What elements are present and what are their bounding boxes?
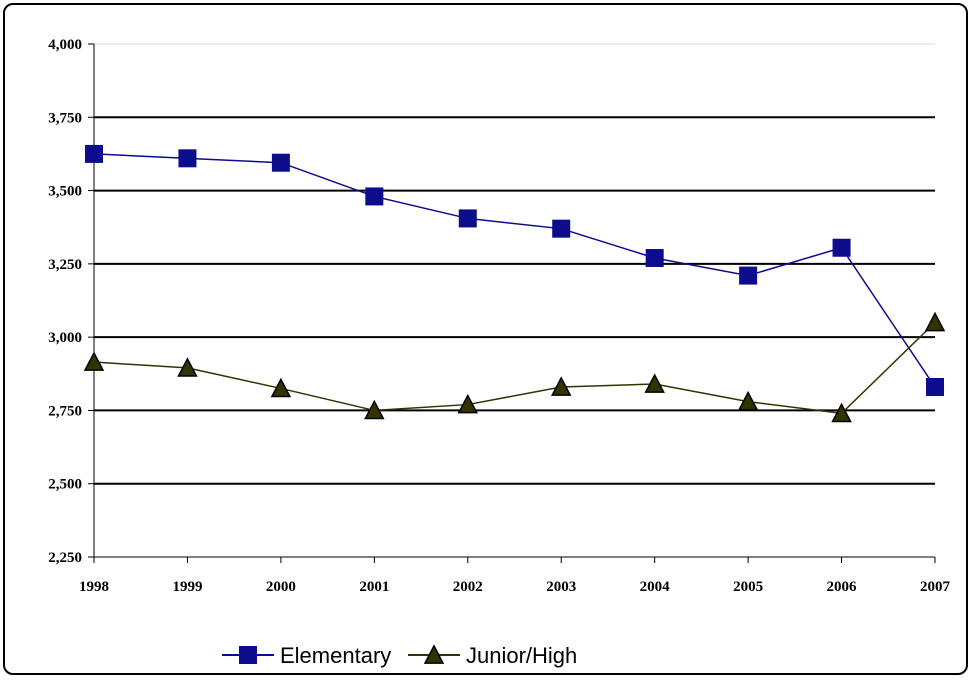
x-tick-label: 2000 [266,579,296,595]
series-line-junior-high [94,322,935,413]
x-tick-label: 1998 [79,579,109,595]
data-point [646,249,663,266]
x-tick-label: 1999 [172,579,202,595]
series-elementary [86,145,944,395]
data-point [833,239,850,256]
y-tick-labels: 4,000 3,750 3,500 3,250 3,000 2,750 2,500 2,250 [48,37,82,566]
y-tick-label: 2,250 [48,550,82,566]
series-junior-high [85,313,944,421]
axes [88,44,935,563]
series-line-elementary [94,154,935,387]
legend-label: Junior/High [466,643,577,668]
x-tick-label: 2001 [359,579,389,595]
y-tick-label: 4,000 [48,37,82,53]
x-tick-label: 2004 [640,579,671,595]
y-tick-label: 2,750 [48,403,82,419]
y-tick-label: 3,750 [48,110,82,126]
data-point [86,145,103,162]
x-tick-label: 2002 [453,579,483,595]
data-point [553,220,570,237]
x-tick-label: 2006 [827,579,858,595]
legend-item-junior-high: Junior/High [408,643,577,668]
data-point [459,210,476,227]
x-tick-label: 2007 [920,579,951,595]
y-tick-label: 3,000 [48,330,82,346]
data-point [272,379,290,396]
legend-label: Elementary [280,643,391,668]
data-point [740,267,757,284]
data-point [926,313,944,330]
legend-marker-square [240,647,257,664]
data-point [366,188,383,205]
x-tick-labels: 1998 1999 2000 2001 2002 2003 2004 2005 2006 2007 [79,579,951,595]
series-layer [85,145,944,421]
grid-lines [94,44,935,484]
legend: Elementary Junior/High [222,643,577,668]
y-tick-label: 3,500 [48,184,82,200]
y-tick-label: 3,250 [48,257,82,273]
legend-item-elementary: Elementary [222,643,391,668]
y-tick-label: 2,500 [48,477,82,493]
x-tick-label: 2003 [546,579,576,595]
data-point [927,378,944,395]
data-point [85,353,103,370]
data-point [272,154,289,171]
data-point [179,150,196,167]
x-tick-label: 2005 [733,579,763,595]
